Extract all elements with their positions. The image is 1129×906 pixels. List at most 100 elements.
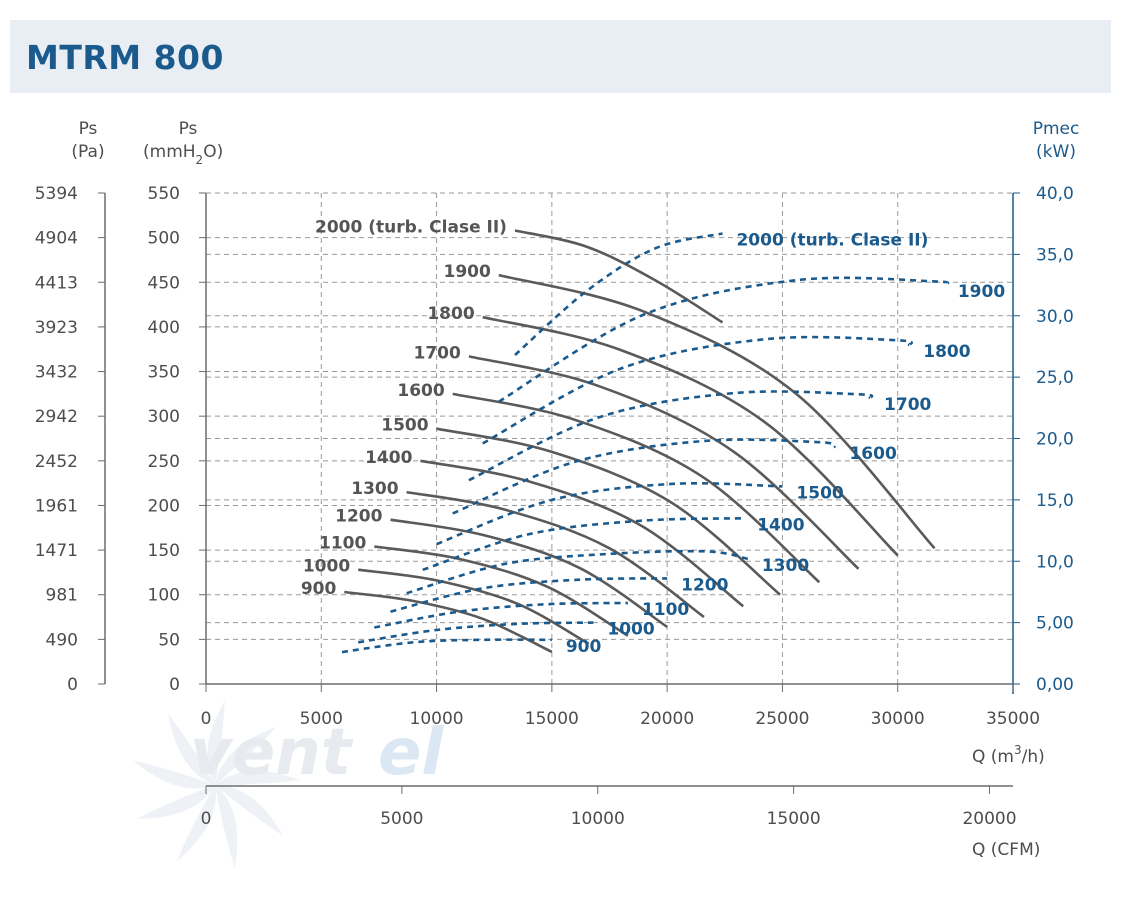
y-axis-pa-title-1: Ps <box>79 119 98 139</box>
pressure-label-1900: 1900 <box>443 262 490 282</box>
tick-label-m3h: 30000 <box>871 709 925 729</box>
watermark-text-b: el <box>378 716 444 790</box>
y-axis-mm-title-2: (mmH2O) <box>143 142 223 167</box>
power-curve-1200 <box>390 577 668 613</box>
power-curve-1100 <box>374 601 628 629</box>
power-label-1400: 1400 <box>757 515 804 535</box>
tick-label-cfm: 10000 <box>571 809 625 829</box>
tick-label-mm: 350 <box>148 363 180 383</box>
tick-label-pa: 4413 <box>35 273 78 293</box>
grid-lines <box>206 192 1014 684</box>
tick-label-pa: 1471 <box>35 541 78 561</box>
pressure-curve-2000 <box>514 229 724 324</box>
power-curve-2000 <box>514 232 723 356</box>
tick-label-m3h: 25000 <box>755 709 809 729</box>
y-axis-kw-title-2: (kW) <box>1036 142 1076 162</box>
tick-label-pa: 1961 <box>35 496 78 516</box>
pressure-curve-1800 <box>482 315 899 557</box>
y-axis-mm-title-1: Ps <box>179 119 198 139</box>
tick-label-m3h: 10000 <box>410 709 464 729</box>
fan-blade-icon <box>133 760 215 789</box>
pressure-label-1800: 1800 <box>427 304 474 324</box>
power-label-1000: 1000 <box>607 620 654 640</box>
tick-label-pa: 0 <box>67 675 78 695</box>
pressure-curve-1000 <box>358 568 590 645</box>
power-label-1700: 1700 <box>884 395 931 415</box>
pressure-curve-1100 <box>374 545 629 637</box>
pressure-label-1300: 1300 <box>351 479 398 499</box>
tick-label-mm: 300 <box>148 407 180 427</box>
tick-label-cfm: 0 <box>201 809 212 829</box>
tick-label-mm: 450 <box>148 273 180 293</box>
fan-blade-icon <box>168 713 215 785</box>
fan-blade-icon <box>176 785 216 862</box>
pressure-curve-1300 <box>406 490 705 619</box>
tick-label-pa: 4904 <box>35 229 78 249</box>
tick-label-kw: 5,00 <box>1036 614 1074 634</box>
tick-label-pa: 3432 <box>35 363 78 383</box>
tick-label-pa: 2942 <box>35 407 78 427</box>
fan-blade-icon <box>136 785 215 819</box>
tick-label-kw: 40,0 <box>1036 184 1074 204</box>
power-curve-1300 <box>406 549 749 595</box>
tick-label-kw: 20,0 <box>1036 430 1074 450</box>
tick-label-kw: 25,0 <box>1036 368 1074 388</box>
tick-label-kw: 30,0 <box>1036 307 1074 327</box>
watermark-text-a: vent <box>190 716 354 790</box>
tick-label-cfm: 20000 <box>962 809 1016 829</box>
tick-label-pa: 3923 <box>35 318 78 338</box>
fan-blade-icon <box>215 726 277 785</box>
power-curve-1400 <box>422 517 744 572</box>
tick-label-m3h: 35000 <box>986 709 1040 729</box>
y-axis-pa-title-2: (Pa) <box>71 142 104 162</box>
y-axis-kw-title-1: Pmec <box>1033 119 1080 139</box>
power-curve-1600 <box>452 438 837 515</box>
pressure-label-1000: 1000 <box>303 557 350 577</box>
pressure-label-1600: 1600 <box>397 381 444 401</box>
power-label-1800: 1800 <box>923 342 970 362</box>
power-curve-1500 <box>436 481 783 546</box>
tick-label-mm: 50 <box>158 630 180 650</box>
power-label-1500: 1500 <box>796 483 843 503</box>
pressure-curve-1200 <box>390 518 668 628</box>
tick-label-pa: 5394 <box>35 184 78 204</box>
page-title: MTRM 800 <box>26 38 224 77</box>
fan-blade-icon <box>215 771 300 785</box>
power-label-900: 900 <box>566 637 602 657</box>
pressure-curve-1900 <box>498 273 936 550</box>
tick-label-cfm: 5000 <box>380 809 423 829</box>
tick-label-mm: 200 <box>148 496 180 516</box>
pressure-label-1400: 1400 <box>365 448 412 468</box>
tick-label-m3h: 5000 <box>300 709 343 729</box>
pressure-curve-1700 <box>468 355 860 570</box>
pressure-curve-900 <box>344 590 553 654</box>
tick-label-pa: 981 <box>46 586 78 606</box>
fan-blade-icon <box>215 785 284 836</box>
pressure-curve-1500 <box>436 427 781 596</box>
tick-label-mm: 400 <box>148 318 180 338</box>
tick-label-mm: 250 <box>148 452 180 472</box>
axis-labels: Ps (Pa) Ps (mmH2O) Pmec (kW) Q (m3/h) Q (CFM) <box>71 119 1079 860</box>
tick-label-kw: 0,00 <box>1036 675 1074 695</box>
tick-label-cfm: 15000 <box>767 809 821 829</box>
tick-label-mm: 100 <box>148 586 180 606</box>
tick-label-m3h: 20000 <box>640 709 694 729</box>
tick-label-kw: 10,0 <box>1036 552 1074 572</box>
title-bar: MTRM 800 <box>10 20 1111 93</box>
tick-label-mm: 0 <box>169 675 180 695</box>
axes: 5394 4904 4413 3923 3432 2942 2452 1961 1471 981 4… <box>35 184 1074 829</box>
ventel-watermark-logo: vent el <box>133 700 444 868</box>
power-curve-1000 <box>357 621 594 644</box>
power-label-2000: 2000 (turb. Clase II) <box>736 231 928 251</box>
tick-label-pa: 490 <box>46 630 78 650</box>
power-label-1100: 1100 <box>642 600 689 620</box>
tick-label-m3h: 0 <box>201 709 212 729</box>
power-curve-900 <box>341 638 552 654</box>
pressure-curve-1600 <box>452 392 821 584</box>
tick-label-kw: 35,0 <box>1036 245 1074 265</box>
power-curve-1900 <box>498 276 950 403</box>
tick-label-m3h: 15000 <box>525 709 579 729</box>
tick-label-kw: 15,0 <box>1036 491 1074 511</box>
